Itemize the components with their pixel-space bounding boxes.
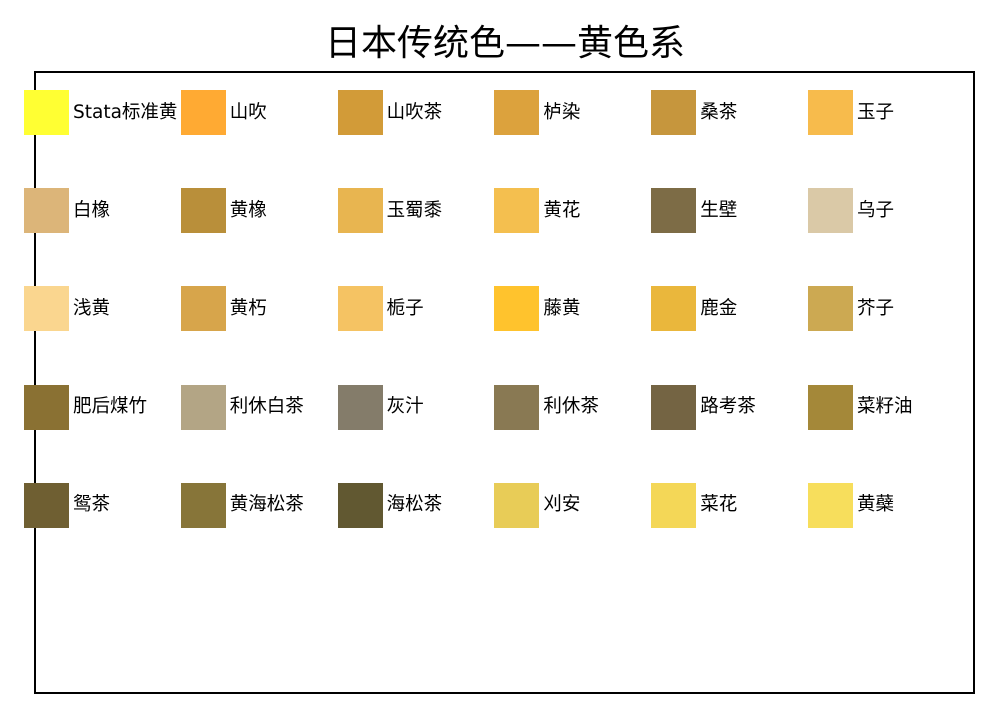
color-chip bbox=[494, 90, 540, 135]
color-chip bbox=[807, 384, 853, 430]
color-swatch: 黄海松茶 bbox=[180, 482, 338, 528]
color-chip bbox=[337, 384, 383, 430]
color-chip bbox=[494, 482, 540, 528]
color-label: 山吹 bbox=[229, 101, 267, 123]
color-swatch: 山吹茶 bbox=[337, 90, 495, 135]
color-swatch: 桑茶 bbox=[651, 90, 808, 135]
color-label: 利休茶 bbox=[543, 396, 599, 418]
color-label: 浅黄 bbox=[73, 297, 111, 319]
color-chip bbox=[807, 286, 853, 332]
color-swatch: 菜花 bbox=[651, 482, 808, 528]
color-chip bbox=[337, 286, 383, 332]
color-swatch: 鹿金 bbox=[651, 286, 808, 332]
color-swatch: 白橡 bbox=[24, 188, 181, 234]
color-label: 藤黄 bbox=[543, 297, 581, 319]
color-label: 生壁 bbox=[700, 199, 738, 221]
color-swatch: 鸳茶 bbox=[24, 482, 181, 528]
color-chip bbox=[651, 90, 697, 135]
color-chip bbox=[651, 384, 697, 430]
color-label: 栌染 bbox=[543, 101, 581, 123]
color-swatch: 黄橡 bbox=[180, 188, 338, 234]
color-chip bbox=[651, 286, 697, 332]
color-label: 菜花 bbox=[700, 494, 738, 516]
color-swatch: 路考茶 bbox=[651, 384, 808, 430]
color-swatch: 玉蜀黍 bbox=[337, 188, 495, 234]
color-chip bbox=[807, 188, 853, 234]
color-chip bbox=[337, 90, 383, 135]
color-swatch: 黄花 bbox=[494, 188, 651, 234]
color-swatch: 山吹 bbox=[180, 90, 338, 135]
color-label: 灰汁 bbox=[386, 396, 424, 418]
color-chip bbox=[337, 482, 383, 528]
color-swatch: 灰汁 bbox=[337, 384, 495, 430]
color-chip bbox=[807, 482, 853, 528]
color-chip bbox=[24, 286, 69, 332]
color-swatch: 利休茶 bbox=[494, 384, 651, 430]
color-chip bbox=[24, 482, 69, 528]
swatch-grid: Stata标准黄 山吹 山吹茶 栌染 桑茶 玉子白橡 黄橡 玉蜀黍 黄花 生壁 乌子浅黄 黄朽 栀子 藤黄… bbox=[24, 90, 924, 581]
color-swatch: Stata标准黄 bbox=[24, 90, 181, 135]
color-swatch: 生壁 bbox=[651, 188, 808, 234]
color-chip bbox=[494, 286, 540, 332]
color-label: 海松茶 bbox=[386, 494, 443, 516]
color-label: 黄海松茶 bbox=[229, 494, 304, 516]
color-swatch: 刈安 bbox=[494, 482, 651, 528]
color-label: 桑茶 bbox=[700, 101, 738, 123]
page-title: 日本传统色——黄色系 bbox=[324, 23, 685, 64]
color-swatch: 芥子 bbox=[807, 286, 965, 332]
color-label: 玉蜀黍 bbox=[386, 199, 443, 221]
color-swatch: 藤黄 bbox=[494, 286, 651, 332]
color-chip bbox=[24, 188, 69, 234]
color-label: 鸳茶 bbox=[73, 494, 111, 516]
color-chip bbox=[651, 188, 697, 234]
color-label: 乌子 bbox=[856, 199, 894, 221]
color-chip bbox=[180, 90, 226, 135]
color-swatch: 乌子 bbox=[807, 188, 965, 234]
color-swatch: 玉子 bbox=[807, 90, 965, 135]
color-label: 肥后煤竹 bbox=[73, 396, 148, 418]
color-label: 鹿金 bbox=[700, 297, 738, 319]
color-chip bbox=[337, 188, 383, 234]
color-label: Stata标准黄 bbox=[73, 101, 178, 123]
color-chip bbox=[180, 482, 226, 528]
color-label: 玉子 bbox=[856, 101, 894, 123]
color-chip bbox=[180, 188, 226, 234]
color-label: 芥子 bbox=[856, 297, 894, 319]
color-chip bbox=[807, 90, 853, 135]
color-swatch: 利休白茶 bbox=[180, 384, 338, 430]
color-chip bbox=[24, 384, 69, 430]
color-chip bbox=[494, 188, 540, 234]
color-chip bbox=[180, 384, 226, 430]
color-swatch: 黄朽 bbox=[180, 286, 338, 332]
color-label: 利休白茶 bbox=[229, 396, 304, 418]
color-label: 菜籽油 bbox=[856, 396, 913, 418]
color-chip bbox=[24, 90, 69, 135]
color-chip bbox=[651, 482, 697, 528]
color-label: 刈安 bbox=[543, 494, 581, 516]
color-label: 白橡 bbox=[73, 199, 111, 221]
color-swatch: 肥后煤竹 bbox=[24, 384, 181, 430]
palette-frame bbox=[34, 71, 975, 694]
color-chip bbox=[494, 384, 540, 430]
color-label: 黄花 bbox=[543, 199, 581, 221]
color-swatch: 栌染 bbox=[494, 90, 651, 135]
color-swatch: 黄蘗 bbox=[807, 482, 965, 528]
color-label: 黄橡 bbox=[229, 199, 267, 221]
color-swatch: 浅黄 bbox=[24, 286, 181, 332]
color-label: 山吹茶 bbox=[386, 101, 443, 123]
color-label: 栀子 bbox=[386, 297, 424, 319]
color-swatch: 菜籽油 bbox=[807, 384, 965, 430]
color-label: 路考茶 bbox=[700, 396, 756, 418]
color-swatch: 海松茶 bbox=[337, 482, 495, 528]
color-swatch: 栀子 bbox=[337, 286, 495, 332]
color-chip bbox=[180, 286, 226, 332]
color-label: 黄朽 bbox=[229, 297, 267, 319]
color-label: 黄蘗 bbox=[856, 494, 894, 516]
